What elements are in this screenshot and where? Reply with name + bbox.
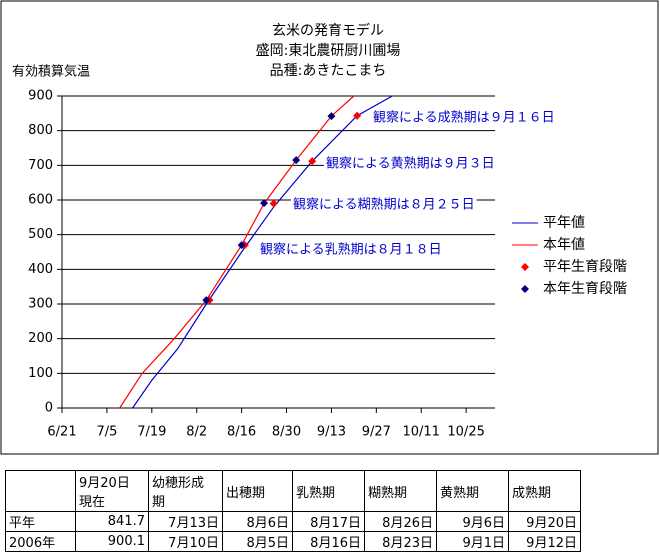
y-tick-label: 700 (28, 158, 53, 173)
annotation: 観察による糊熟期は８月２５日 (293, 197, 475, 213)
x-tick-label: 8/2 (186, 425, 207, 440)
y-tick-label: 800 (28, 123, 53, 138)
x-tick-label: 7/5 (96, 425, 117, 440)
x-tick-label: 9/13 (317, 425, 346, 440)
annotation-box (291, 196, 477, 213)
chart-title: 品種:あきたこまち (270, 63, 387, 79)
x-tick-label: 8/30 (272, 425, 301, 440)
y-tick-label: 900 (28, 89, 53, 104)
table-cell: 900.1 (75, 531, 149, 552)
y-tick-label: 100 (28, 366, 53, 381)
table-cell: 7月13日 (148, 511, 223, 532)
legend-marker (521, 285, 529, 293)
table-row: 平年 841.7 7月13日 8月6日 8月17日 8月26日 9月6日 9月20日 (5, 511, 581, 532)
stage-marker (327, 112, 336, 121)
legend-label: 本年生育段階 (543, 281, 627, 297)
chart-title: 玄米の発育モデル (272, 22, 384, 39)
table-cell: 8月23日 (364, 531, 437, 552)
chart-frame (0, 0, 659, 455)
y-tick-label: 0 (45, 401, 53, 416)
annotation-box (371, 109, 557, 126)
table-cell: 8月26日 (364, 511, 437, 532)
table-cell: 2006年 (5, 531, 76, 552)
x-tick-label: 6/21 (47, 425, 76, 440)
annotation: 観察による乳熟期は８月１８日 (260, 242, 442, 258)
table-cell: 8月17日 (292, 511, 365, 532)
annotation-box (324, 155, 497, 172)
x-tick-label: 7/19 (137, 425, 166, 440)
x-tick-label: 10/11 (402, 425, 439, 440)
table-cell: 黄熟期 (436, 470, 509, 512)
table-cell: 841.7 (75, 511, 149, 532)
table-row: 9月20日 現在 幼穂形成 期出穂期 乳熟期 糊熟期 黄熟期 成熟期 (5, 470, 581, 512)
stage-marker (292, 156, 301, 165)
table-cell: 9月12日 (508, 531, 581, 552)
summary-table: 9月20日 現在 幼穂形成 期出穂期 乳熟期 糊熟期 黄熟期 成熟期 平年 841.7 7月13… (5, 470, 581, 552)
table-cell (5, 470, 76, 512)
x-tick-label: 9/27 (362, 425, 391, 440)
legend-label: 平年値 (543, 215, 585, 231)
chart-title: 盛岡:東北農研厨川圃場 (256, 43, 401, 59)
series-line (132, 95, 393, 409)
y-tick-label: 200 (28, 331, 53, 346)
table-row: 2006年 900.1 7月10日 8月5日 8月16日 8月23日 9月1日 9月12日 (5, 531, 581, 552)
stage-marker (237, 241, 246, 250)
legend-label: 平年生育段階 (543, 259, 627, 275)
x-tick-label: 10/25 (447, 425, 484, 440)
legend-marker (521, 263, 529, 271)
table-cell: 8月5日 (222, 531, 293, 552)
table-cell: 9月6日 (436, 511, 509, 532)
table-cell: 8月16日 (292, 531, 365, 552)
annotation: 観察による黄熟期は９月３日 (326, 156, 495, 172)
y-tick-label: 400 (28, 262, 53, 277)
stage-marker (308, 157, 317, 166)
y-tick-label: 500 (28, 227, 53, 242)
annotation: 観察による成熟期は９月１６日 (373, 110, 555, 126)
stage-marker (202, 296, 211, 305)
table-cell: 出穂期 (222, 470, 293, 512)
y-tick-label: 300 (28, 297, 53, 312)
table-cell: 成熟期 (508, 470, 581, 512)
legend-label: 本年値 (543, 237, 585, 253)
table-cell: 9月20日 (508, 511, 581, 532)
x-tick-label: 8/16 (227, 425, 256, 440)
table-cell: 平年 (5, 511, 76, 532)
y-tick-label: 600 (28, 193, 53, 208)
stage-marker (269, 199, 278, 208)
stage-marker (260, 199, 269, 208)
table-cell: 9月20日 現在 (75, 470, 149, 512)
table-cell: 幼穂形成 期 (148, 470, 223, 512)
annotation-box (258, 241, 444, 258)
table-cell: 9月1日 (436, 531, 509, 552)
table-cell: 8月6日 (222, 511, 293, 532)
stage-marker (353, 111, 362, 120)
table-cell: 乳熟期 (292, 470, 365, 512)
table-cell: 糊熟期 (364, 470, 437, 512)
table-cell: 7月10日 (148, 531, 223, 552)
y-axis-label: 有効積算気温 (12, 64, 90, 80)
